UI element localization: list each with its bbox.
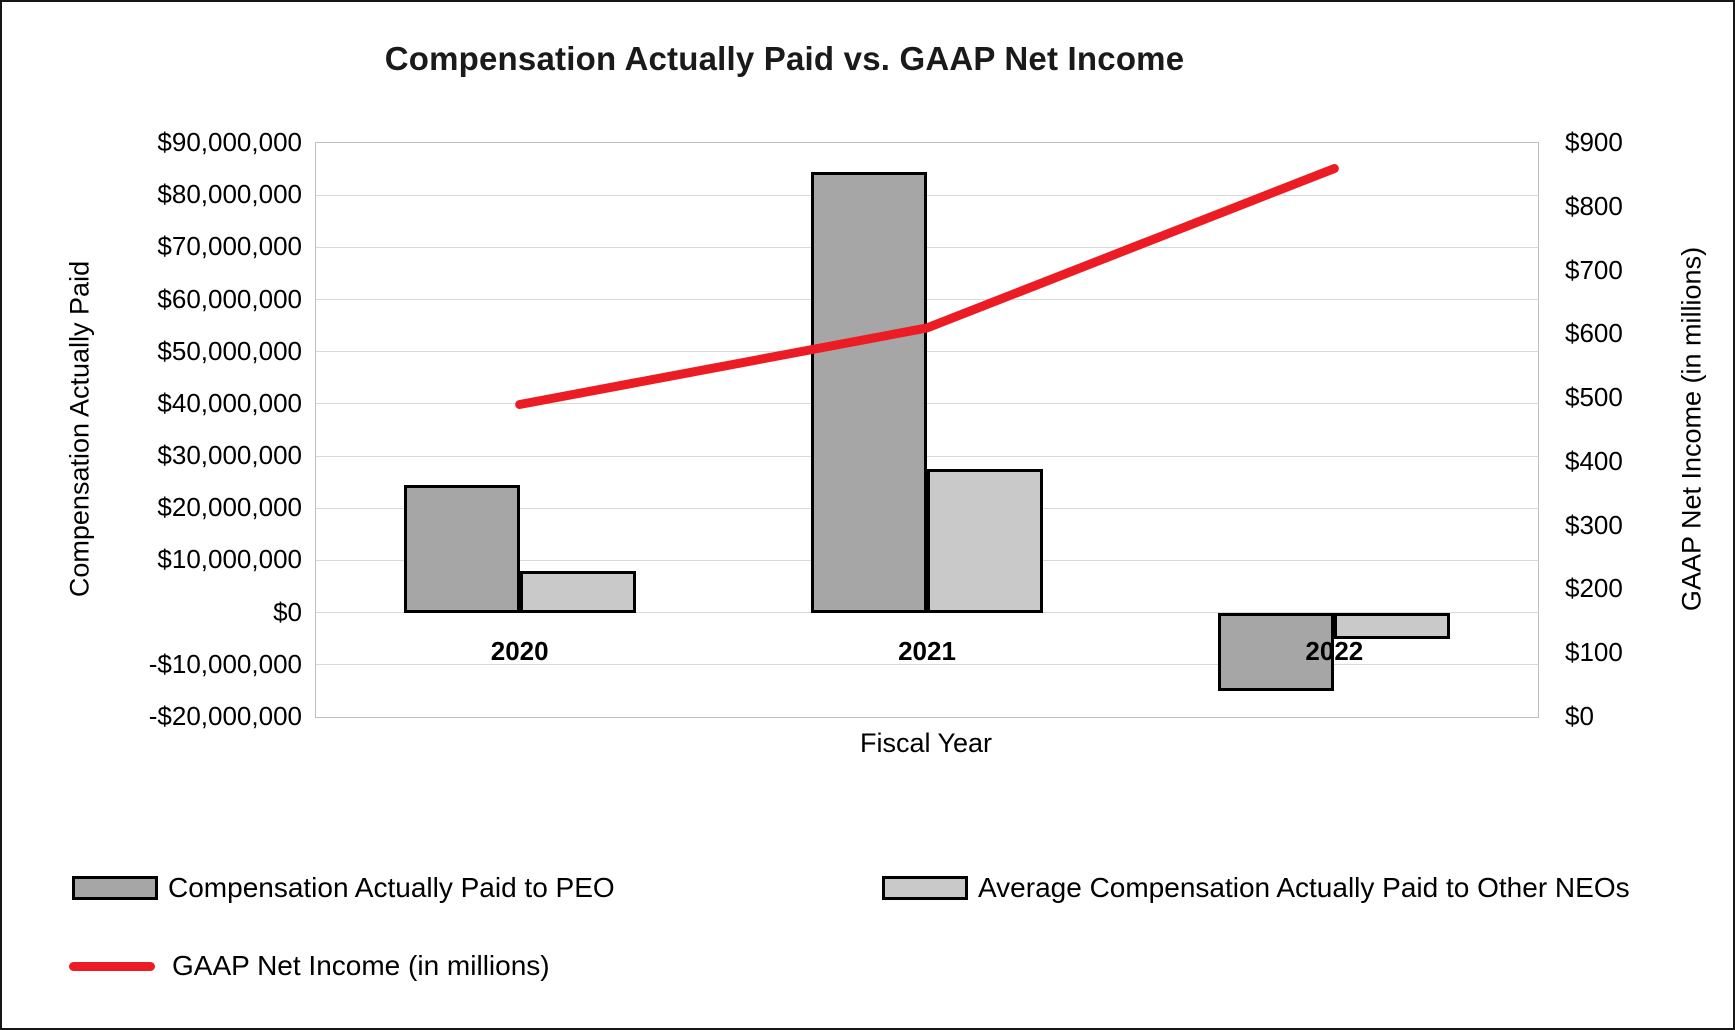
left-axis-tick-label: -$10,000,000 (148, 648, 302, 679)
gridline (316, 194, 1538, 196)
left-axis-tick-label: $10,000,000 (157, 544, 302, 575)
legend-item-gaap: GAAP Net Income (in millions) (69, 950, 550, 982)
left-axis-tick-label: $20,000,000 (157, 492, 302, 523)
gridline (316, 299, 1538, 301)
bar-peo-2020 (403, 484, 520, 613)
gridline (316, 455, 1538, 457)
bar-peo-2021 (811, 171, 927, 613)
right-axis-tick-label: $600 (1565, 318, 1623, 349)
left-axis-tick-label: -$20,000,000 (148, 701, 302, 731)
x-axis-label-2022: 2022 (1305, 635, 1364, 666)
left-axis-tick-label: $40,000,000 (157, 387, 302, 418)
gridline (316, 664, 1538, 666)
x-axis-label-2020: 2020 (490, 635, 549, 666)
left-axis-tick-label: $0 (273, 596, 302, 627)
gaap-net-income-line (515, 164, 1339, 409)
bar-neo-2020 (519, 570, 636, 613)
left-axis-tick-label: $30,000,000 (157, 440, 302, 471)
right-axis-tick-label: $900 (1565, 127, 1623, 157)
left-axis-tick-label: $80,000,000 (157, 179, 302, 210)
right-axis-tick-label: $500 (1565, 382, 1623, 413)
x-axis-label-2021: 2021 (898, 635, 956, 666)
right-axis-tick-label: $0 (1565, 701, 1594, 731)
gridline (316, 246, 1538, 248)
right-axis-tick-label: $200 (1565, 573, 1623, 604)
bar-neo-2022 (1334, 612, 1451, 639)
neo-bar-swatch (882, 876, 968, 900)
bar-peo-2022 (1218, 612, 1335, 691)
left-axis-tick-label: $90,000,000 (157, 127, 302, 157)
left-axis-tick-label: $70,000,000 (157, 231, 302, 262)
right-axis-tick-label: $300 (1565, 509, 1623, 540)
right-axis-tick-label: $400 (1565, 445, 1623, 476)
chart-title: Compensation Actually Paid vs. GAAP Net … (384, 40, 1185, 77)
right-axis-tick-label: $700 (1565, 254, 1623, 285)
gridline (316, 403, 1538, 405)
x-axis-title: Fiscal Year (859, 728, 993, 758)
legend-label-peo: Compensation Actually Paid to PEO (168, 872, 615, 903)
left-axis-tick-label: $50,000,000 (157, 335, 302, 366)
legend-label-gaap: GAAP Net Income (in millions) (172, 950, 550, 981)
peo-bar-swatch (72, 876, 158, 900)
right-axis-tick-label: $800 (1565, 190, 1623, 221)
left-axis-tick-label: $60,000,000 (157, 283, 302, 314)
gridline (316, 612, 1538, 614)
right-axis-title: GAAP Net Income (in millions) (1676, 246, 1707, 612)
plot-area: 2020 2021 2022 (315, 142, 1539, 718)
gridline (316, 351, 1538, 353)
legend-item-neo: Average Compensation Actually Paid to Ot… (882, 872, 1630, 904)
legend-label-neo: Average Compensation Actually Paid to Ot… (978, 872, 1630, 903)
right-axis-tick-label: $100 (1565, 637, 1623, 668)
legend-item-peo: Compensation Actually Paid to PEO (72, 872, 615, 904)
bar-neo-2021 (927, 469, 1043, 613)
gaap-line-swatch (69, 961, 155, 971)
